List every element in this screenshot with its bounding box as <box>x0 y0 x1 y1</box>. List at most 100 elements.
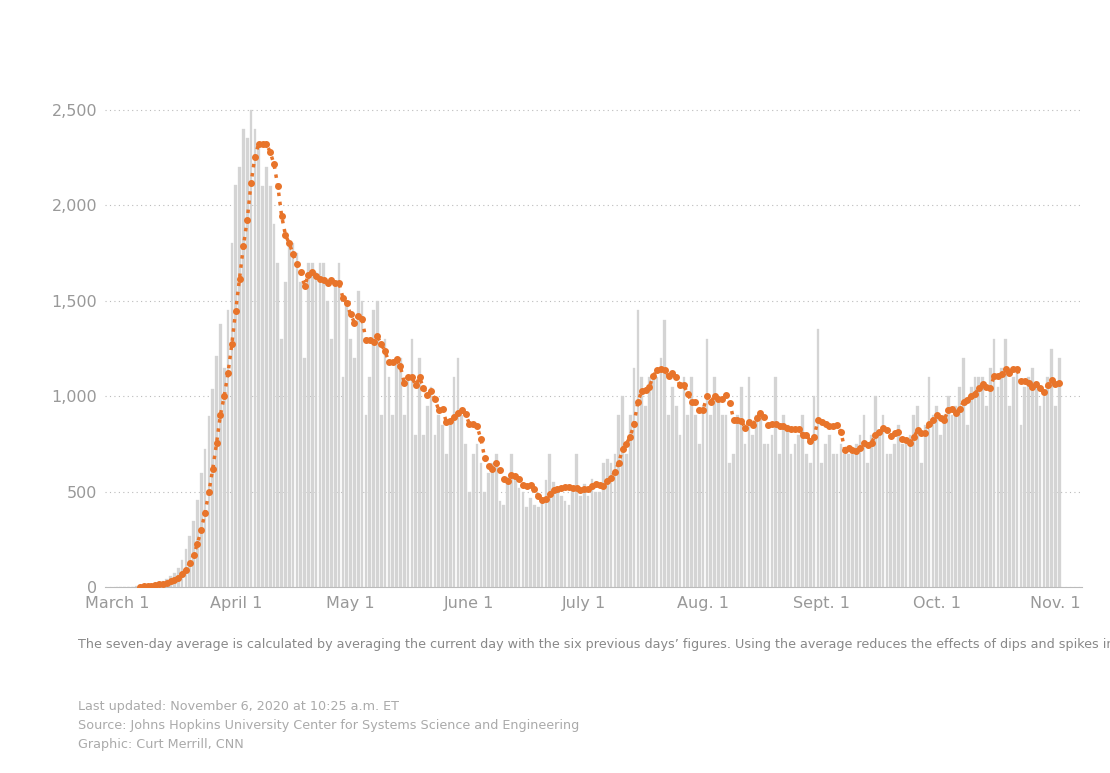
Bar <box>928 377 930 587</box>
Bar <box>874 397 877 587</box>
Bar <box>350 339 352 587</box>
Bar <box>1054 406 1057 587</box>
Bar <box>931 415 935 587</box>
Bar <box>414 434 417 587</box>
Bar <box>422 434 425 587</box>
Bar <box>307 263 310 587</box>
Bar <box>587 495 589 587</box>
Bar <box>165 579 168 587</box>
Bar <box>706 339 708 587</box>
Bar <box>1027 377 1030 587</box>
Bar <box>775 377 777 587</box>
Bar <box>870 434 872 587</box>
Bar <box>717 397 719 587</box>
Bar <box>525 507 528 587</box>
Bar <box>559 495 563 587</box>
Bar <box>709 415 712 587</box>
Bar <box>200 473 202 587</box>
Bar <box>1000 368 1003 587</box>
Bar <box>445 454 447 587</box>
Bar <box>702 406 705 587</box>
Bar <box>395 358 397 587</box>
Bar <box>468 492 471 587</box>
Bar <box>553 482 555 587</box>
Text: The seven-day average is calculated by averaging the current day with the six pr: The seven-day average is calculated by a… <box>78 638 1110 651</box>
Bar <box>595 492 597 587</box>
Bar <box>245 138 249 587</box>
Bar <box>767 444 769 587</box>
Bar <box>403 415 405 587</box>
Bar <box>192 521 195 587</box>
Bar <box>622 397 624 587</box>
Bar <box>461 415 463 587</box>
Bar <box>239 167 241 587</box>
Bar <box>292 243 294 587</box>
Bar <box>184 550 188 587</box>
Bar <box>672 386 674 587</box>
Bar <box>522 492 524 587</box>
Bar <box>958 386 961 587</box>
Bar <box>337 263 341 587</box>
Bar <box>226 310 230 587</box>
Bar <box>426 406 428 587</box>
Bar <box>330 339 333 587</box>
Bar <box>575 454 578 587</box>
Bar <box>831 454 835 587</box>
Bar <box>944 415 946 587</box>
Bar <box>901 444 904 587</box>
Bar <box>713 377 716 587</box>
Bar <box>797 434 800 587</box>
Bar <box>1023 386 1026 587</box>
Bar <box>828 434 830 587</box>
Bar <box>989 368 991 587</box>
Bar <box>617 415 620 587</box>
Bar <box>392 415 394 587</box>
Bar <box>498 502 502 587</box>
Bar <box>300 281 302 587</box>
Bar <box>936 406 938 587</box>
Bar <box>878 434 880 587</box>
Bar <box>480 463 482 587</box>
Bar <box>322 263 325 587</box>
Bar <box>790 454 793 587</box>
Bar <box>495 454 497 587</box>
Bar <box>1042 397 1046 587</box>
Bar <box>847 454 850 587</box>
Bar <box>636 310 639 587</box>
Bar <box>541 503 544 587</box>
Bar <box>276 263 280 587</box>
Bar <box>667 415 670 587</box>
Bar <box>894 444 896 587</box>
Bar <box>955 406 957 587</box>
Bar <box>859 434 861 587</box>
Bar <box>326 301 329 587</box>
Bar <box>572 488 574 587</box>
Bar <box>851 454 854 587</box>
Bar <box>345 301 349 587</box>
Bar <box>825 444 827 587</box>
Bar <box>1058 358 1061 587</box>
Bar <box>503 506 505 587</box>
Bar <box>364 415 367 587</box>
Bar <box>545 481 547 587</box>
Bar <box>441 425 444 587</box>
Bar <box>947 397 949 587</box>
Bar <box>813 397 816 587</box>
Bar <box>886 454 888 587</box>
Bar <box>839 444 842 587</box>
Bar <box>736 415 739 587</box>
Bar <box>794 444 796 587</box>
Bar <box>334 281 336 587</box>
Bar <box>353 358 356 587</box>
Bar <box>253 129 256 587</box>
Bar <box>303 358 306 587</box>
Bar <box>912 415 915 587</box>
Bar <box>506 477 509 587</box>
Bar <box>537 507 539 587</box>
Bar <box>448 425 452 587</box>
Bar <box>817 329 819 587</box>
Bar <box>916 406 919 587</box>
Bar <box>986 406 988 587</box>
Bar <box>511 454 513 587</box>
Bar <box>215 356 218 587</box>
